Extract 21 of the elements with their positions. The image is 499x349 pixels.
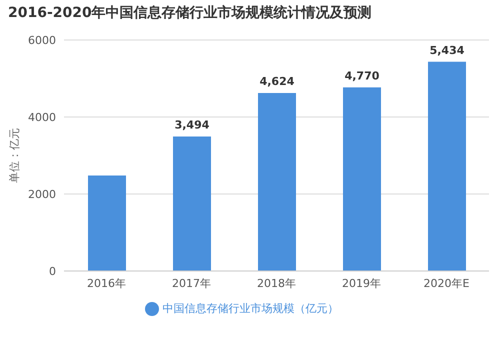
bar (428, 62, 466, 271)
data-label: 5,434 (430, 44, 465, 57)
data-label: 4,624 (260, 74, 295, 88)
y-tick-label: 0 (49, 264, 56, 278)
x-tick-label: 2016年 (87, 276, 126, 290)
chart-title: 2016-2020年中国信息存储行业市场规模统计情况及预测 (8, 4, 372, 22)
bar (88, 176, 126, 271)
y-tick-label: 6000 (28, 34, 56, 47)
x-tick-label: 2017年 (172, 276, 211, 290)
legend-label: 中国信息存储行业市场规模（亿元） (162, 302, 338, 315)
x-tick-label: 2018年 (257, 276, 296, 290)
x-tick-label: 2020年E (424, 276, 470, 290)
bar (258, 92, 296, 271)
x-tick-label: 2019年 (342, 276, 381, 290)
y-tick-label: 4000 (28, 110, 56, 124)
bar (343, 87, 381, 271)
data-label: 3,494 (174, 118, 210, 132)
y-axis-title: 单位：亿元 (8, 128, 21, 183)
data-label: 4,770 (344, 69, 380, 82)
y-tick-label: 2000 (28, 188, 56, 201)
bar (173, 136, 211, 271)
